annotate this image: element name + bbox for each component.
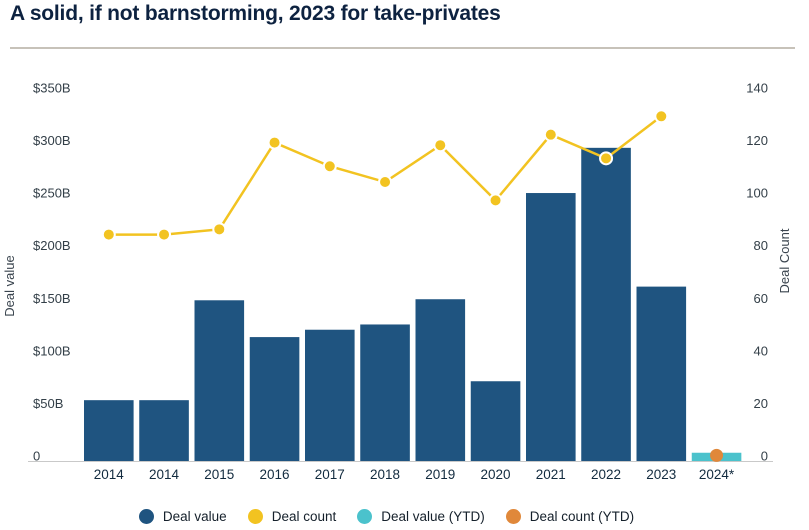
left-axis-tick-100: $100B — [33, 343, 71, 358]
left-axis-tick-50: $50B — [33, 396, 63, 411]
legend-swatch-icon — [505, 509, 521, 524]
x-tick-2023: 2023 — [646, 467, 676, 482]
x-tick-2018: 2018 — [370, 467, 400, 482]
bar-deal-value-2018 — [360, 324, 410, 461]
right-axis-tick-100: 100 — [746, 186, 768, 201]
left-axis-tick-350: $350B — [33, 81, 71, 96]
take-privates-combo-chart: $350B $300B $250B $200B $150B $100B $50B 0 140 12… — [2, 81, 792, 483]
legend-item-deal-value: Deal value — [138, 509, 227, 524]
right-axis-tick-60: 60 — [754, 291, 768, 306]
deal-count-marker-2022 — [599, 151, 614, 166]
legend-swatch-icon — [138, 509, 154, 524]
x-tick-2021: 2021 — [536, 467, 566, 482]
bar-deal-value-2016 — [249, 337, 300, 461]
right-axis-tick-0: 0 — [761, 449, 768, 464]
bar-deal-value-2021 — [526, 193, 576, 462]
deal-count-marker-2021 — [543, 127, 558, 142]
left-axis-tick-300: $300B — [33, 133, 71, 148]
right-axis-title: Deal Count — [777, 228, 792, 293]
right-axis-tick-120: 120 — [746, 133, 768, 148]
bar-deal-value-2023 — [636, 286, 687, 461]
x-tick-2022: 2022 — [591, 467, 621, 482]
deal-count-marker-2020 — [488, 193, 503, 208]
deal-count-marker-2014 — [157, 227, 172, 242]
deal-count-marker-2016 — [267, 135, 282, 150]
left-axis-title: Deal value — [2, 255, 17, 316]
x-tick-2017: 2017 — [315, 467, 345, 482]
deal-count-marker-2023 — [654, 109, 669, 124]
title-divider — [10, 47, 795, 49]
right-axis-tick-20: 20 — [754, 396, 768, 411]
x-tick-2014: 2014 — [149, 467, 180, 482]
deal-count-marker-2019 — [433, 138, 448, 153]
x-tick-2024: 2024* — [699, 467, 735, 482]
deal-count-marker-2014 — [101, 227, 116, 242]
right-axis-tick-80: 80 — [754, 238, 768, 253]
legend-label: Deal count — [271, 509, 337, 524]
bar-deal-value-2014 — [84, 400, 134, 461]
legend-label: Deal count (YTD) — [529, 509, 635, 524]
x-tick-2016: 2016 — [260, 467, 290, 482]
legend-item-deal-value-ytd-: Deal value (YTD) — [357, 509, 485, 524]
bar-deal-value-2017 — [305, 329, 355, 461]
left-axis-tick-150: $150B — [33, 291, 71, 306]
deal-count-ytd-marker-2024 — [710, 448, 724, 462]
right-axis-tick-140: 140 — [746, 81, 768, 96]
x-tick-2020: 2020 — [481, 467, 511, 482]
legend-swatch-icon — [357, 509, 373, 524]
left-axis-tick-250: $250B — [33, 186, 71, 201]
bar-deal-value-2019 — [415, 299, 466, 461]
legend-item-deal-count: Deal count — [247, 509, 337, 524]
legend-swatch-icon — [247, 509, 263, 524]
legend-label: Deal value (YTD) — [381, 509, 485, 524]
bar-deal-value-2014 — [139, 400, 189, 461]
x-tick-2019: 2019 — [425, 467, 455, 482]
bar-deal-value-2020 — [470, 381, 521, 461]
right-axis-tick-40: 40 — [754, 343, 768, 358]
chart-legend: Deal value Deal count Deal value (YTD) Deal… — [0, 503, 791, 530]
left-axis-tick-0: 0 — [33, 449, 40, 464]
deal-count-marker-2015 — [212, 222, 227, 237]
bar-deal-value-2015 — [194, 300, 245, 461]
x-tick-2014: 2014 — [94, 467, 125, 482]
x-tick-2015: 2015 — [204, 467, 234, 482]
deal-count-marker-2018 — [378, 175, 393, 189]
deal-count-marker-2017 — [322, 159, 337, 174]
left-axis-tick-200: $200B — [33, 238, 71, 253]
bar-deal-value-2022 — [581, 147, 631, 462]
chart-title: A solid, if not barnstorming, 2023 for t… — [10, 2, 501, 25]
legend-item-deal-count-ytd-: Deal count (YTD) — [505, 509, 635, 524]
legend-label: Deal value — [162, 509, 227, 524]
